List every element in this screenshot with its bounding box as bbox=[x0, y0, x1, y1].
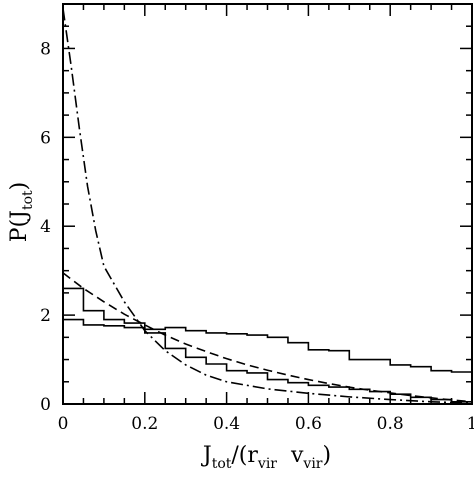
series-layer bbox=[63, 8, 472, 404]
x-tick-label: 1 bbox=[467, 414, 474, 434]
y-tick-label: 6 bbox=[40, 128, 51, 148]
y-tick-label: 4 bbox=[40, 217, 51, 237]
x-tick-label: 0 bbox=[58, 414, 69, 434]
x-axis-label-sub2: vir bbox=[257, 456, 277, 472]
y-axis-label-sub: tot bbox=[20, 190, 36, 210]
y-axis-label-close: ) bbox=[7, 182, 32, 191]
x-axis-label-rest2: v bbox=[277, 443, 304, 468]
x-axis-label-main: J bbox=[201, 443, 212, 468]
series-histogram-1 bbox=[63, 287, 472, 403]
series-dashdot-3 bbox=[63, 8, 472, 404]
x-tick-label: 0.2 bbox=[131, 414, 158, 434]
y-axis-label: P(Jtot) bbox=[7, 182, 36, 243]
x-tick-label: 0.6 bbox=[295, 414, 322, 434]
y-tick-label: 8 bbox=[40, 39, 51, 59]
y-tick-label: 0 bbox=[40, 395, 51, 415]
y-tick-label: 2 bbox=[40, 306, 51, 326]
ticks-layer: 0 0.2 0.4 0.6 0.8 1 0 2 4 6 8 bbox=[40, 3, 474, 434]
x-axis-label-close: ) bbox=[323, 443, 332, 468]
series-dashed-2 bbox=[63, 272, 472, 403]
x-tick-label: 0.8 bbox=[377, 414, 404, 434]
x-axis-label-rest1: /(r bbox=[231, 443, 258, 468]
x-axis-label-sub3: vir bbox=[302, 456, 322, 472]
series-histogram-0 bbox=[63, 318, 472, 373]
y-axis-label-main: P(J bbox=[7, 210, 32, 242]
x-tick-label: 0.4 bbox=[213, 414, 240, 434]
x-axis-label: Jtot/(rvir vvir) bbox=[201, 443, 331, 472]
plot-area: 0 0.2 0.4 0.6 0.8 1 0 2 4 6 8 bbox=[40, 3, 474, 434]
plot-frame bbox=[62, 3, 473, 405]
x-axis-label-sub: tot bbox=[212, 456, 232, 472]
